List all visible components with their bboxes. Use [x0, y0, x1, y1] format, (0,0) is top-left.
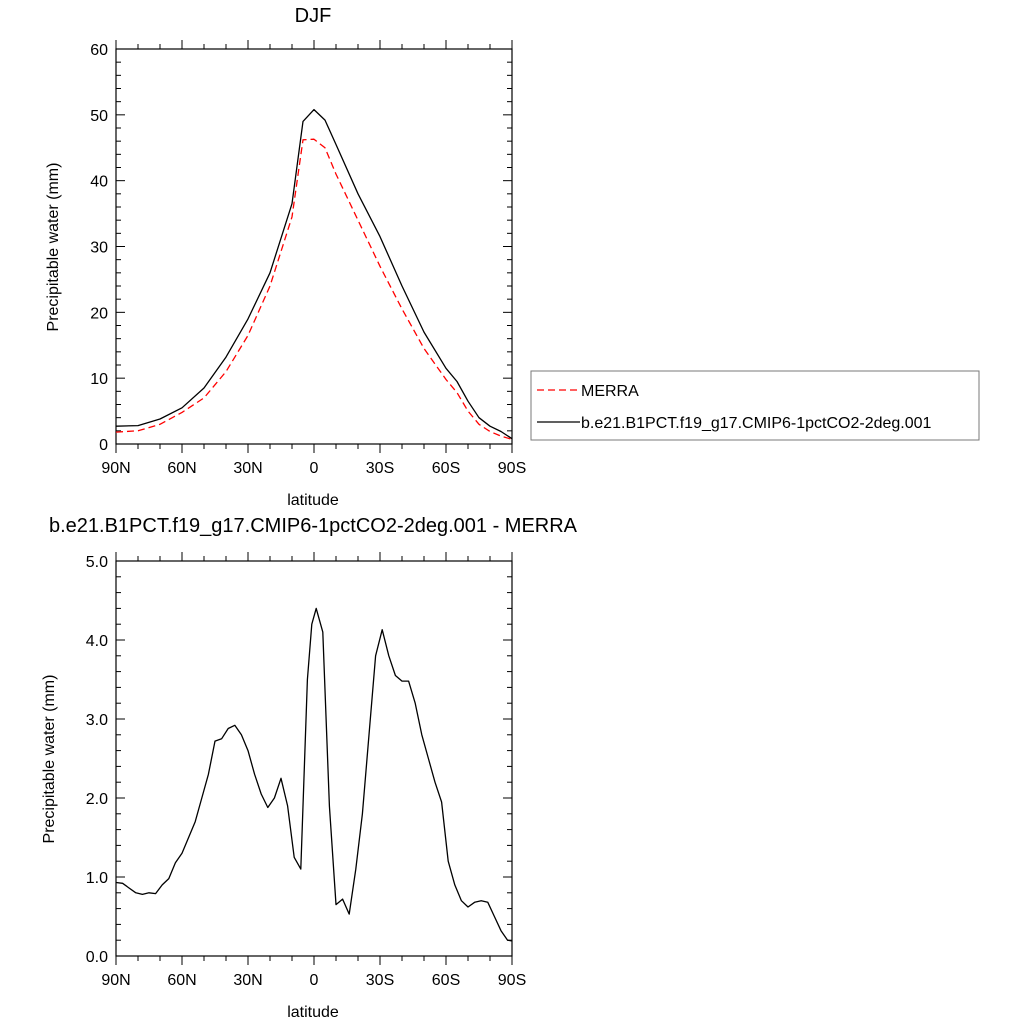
legend-label-merra: MERRA	[581, 383, 639, 400]
bottom-series-lines	[115, 607, 513, 942]
bottom-y-tick-label: 3.0	[86, 712, 108, 729]
bottom-x-tick-label: 60N	[167, 972, 196, 989]
bottom-x-tick-label: 30S	[366, 972, 394, 989]
top-x-tick-label: 90N	[101, 460, 130, 477]
top-series-line-0	[115, 138, 513, 441]
bottom-x-tick-label: 0	[310, 972, 319, 989]
top-x-axis-label: latitude	[287, 492, 339, 509]
top-y-tick-label: 30	[90, 240, 108, 257]
top-x-tick-label: 90S	[498, 460, 526, 477]
top-chart-title: DJF	[295, 5, 332, 27]
bottom-ticks	[115, 552, 513, 965]
bottom-y-tick-label: 2.0	[86, 791, 108, 808]
bottom-series-line-0	[115, 607, 513, 942]
top-x-tick-labels: 90N 60N 30N 0 30S 60S 90S	[101, 460, 526, 477]
bottom-x-tick-label: 90S	[498, 972, 526, 989]
legend: MERRA b.e21.B1PCT.f19_g17.CMIP6-1pctCO2-…	[530, 370, 980, 441]
top-y-tick-label: 60	[90, 42, 108, 59]
top-y-tick-label: 40	[90, 174, 108, 191]
bottom-panel: b.e21.B1PCT.f19_g17.CMIP6-1pctCO2-2deg.0…	[41, 515, 578, 1021]
bottom-y-tick-label: 4.0	[86, 633, 108, 650]
top-y-tick-label: 0	[99, 437, 108, 454]
top-plot-frame	[115, 48, 513, 445]
legend-label-model: b.e21.B1PCT.f19_g17.CMIP6-1pctCO2-2deg.0…	[581, 415, 932, 432]
top-x-tick-label: 60S	[432, 460, 460, 477]
bottom-y-axis-label: Precipitable water (mm)	[41, 675, 58, 844]
bottom-plot-frame	[115, 560, 513, 957]
top-x-tick-label: 60N	[167, 460, 196, 477]
bottom-x-tick-label: 30N	[233, 972, 262, 989]
top-series-lines	[115, 108, 513, 441]
top-y-tick-labels: 0 10 20 30 40 50 60	[90, 42, 108, 454]
bottom-y-tick-label: 5.0	[86, 554, 108, 571]
bottom-x-tick-label: 60S	[432, 972, 460, 989]
top-y-axis-label: Precipitable water (mm)	[45, 163, 62, 332]
bottom-y-tick-label: 1.0	[86, 870, 108, 887]
top-panel: DJF 90N 60N 30N 0 30S 60S 90S 0 10 20 30 40 50 60 la…	[45, 5, 980, 509]
top-y-tick-label: 10	[90, 371, 108, 388]
top-ticks	[115, 40, 513, 453]
bottom-x-tick-label: 90N	[101, 972, 130, 989]
bottom-x-tick-labels: 90N 60N 30N 0 30S 60S 90S	[101, 972, 526, 989]
bottom-y-tick-labels: 0.0 1.0 2.0 3.0 4.0 5.0	[86, 554, 108, 966]
top-x-tick-label: 30S	[366, 460, 394, 477]
legend-box	[530, 370, 980, 441]
top-x-tick-label: 0	[310, 460, 319, 477]
top-y-tick-label: 20	[90, 305, 108, 322]
bottom-y-tick-label: 0.0	[86, 949, 108, 966]
bottom-chart-title: b.e21.B1PCT.f19_g17.CMIP6-1pctCO2-2deg.0…	[49, 515, 578, 537]
top-series-line-1	[115, 108, 513, 440]
bottom-x-axis-label: latitude	[287, 1004, 339, 1021]
top-y-tick-label: 50	[90, 108, 108, 125]
top-x-tick-label: 30N	[233, 460, 262, 477]
